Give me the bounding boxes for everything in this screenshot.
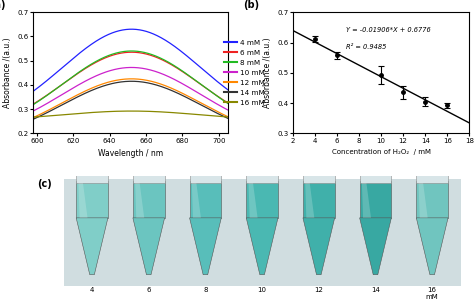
Y-axis label: Absorbance /(a.u.): Absorbance /(a.u.)	[263, 37, 272, 108]
Text: R² = 0.9485: R² = 0.9485	[346, 44, 386, 50]
Legend: 4 mM, 6 mM, 8 mM, 10 mM, 12 mM, 14 mM, 16 mM: 4 mM, 6 mM, 8 mM, 10 mM, 12 mM, 14 mM, 1…	[221, 37, 268, 109]
X-axis label: Concentration of H₂O₂  / mM: Concentration of H₂O₂ / mM	[332, 149, 430, 155]
Text: Y = -0.01906*X + 0.6776: Y = -0.01906*X + 0.6776	[346, 27, 430, 33]
Y-axis label: Absorbance /(a.u.): Absorbance /(a.u.)	[3, 37, 12, 108]
Text: (c): (c)	[37, 179, 52, 189]
Text: (b): (b)	[244, 0, 260, 10]
Text: (a): (a)	[0, 0, 6, 10]
X-axis label: Wavelength / nm: Wavelength / nm	[98, 149, 163, 158]
